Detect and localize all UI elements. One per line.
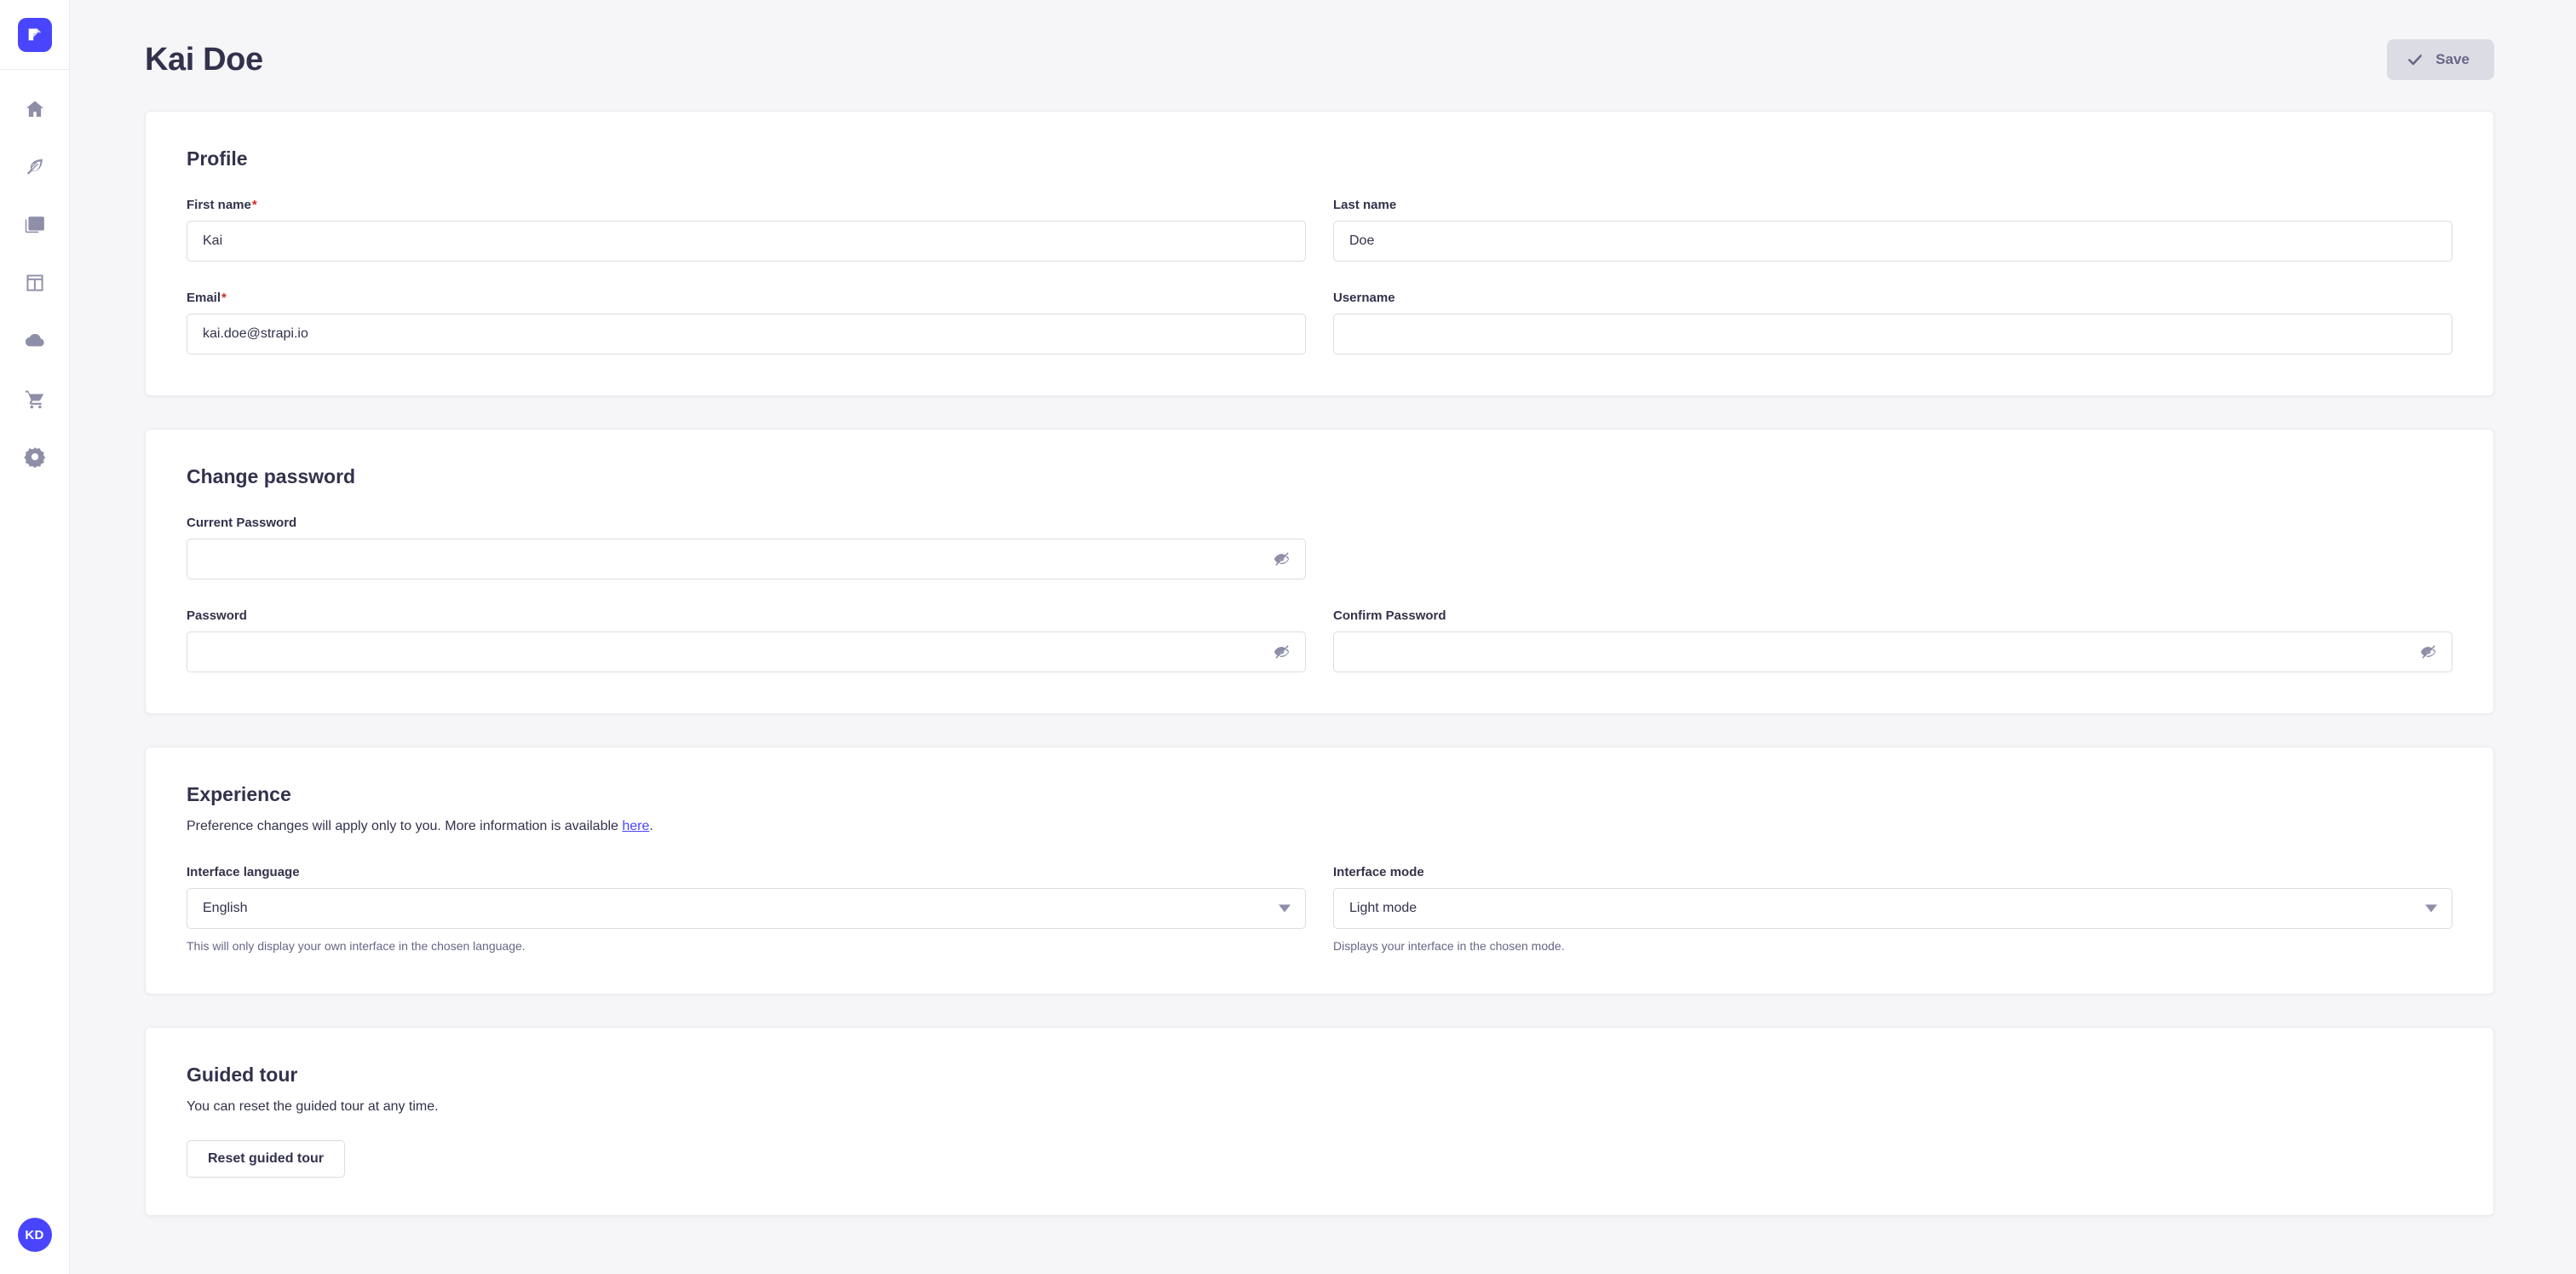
interface-language-select[interactable]: English <box>187 888 1306 930</box>
strapi-logo-glyph <box>28 28 41 40</box>
logo-container[interactable] <box>0 0 70 70</box>
first-name-field: First name* <box>187 198 1306 262</box>
password-field: Password <box>187 608 1306 672</box>
sidebar-item-content-type-builder[interactable] <box>14 262 55 303</box>
guided-tour-section-title: Guided tour <box>187 1064 298 1087</box>
sidebar-nav <box>0 89 69 477</box>
current-password-field: Current Password <box>187 516 1306 579</box>
interface-mode-select[interactable]: Light mode <box>1333 888 2452 930</box>
confirm-password-input-wrap <box>1333 631 2452 672</box>
interface-mode-select-wrap: Light mode <box>1333 888 2452 930</box>
experience-description-before: Preference changes will apply only to yo… <box>187 819 623 833</box>
shopping-cart-icon <box>25 390 43 409</box>
current-password-spacer <box>1333 516 2452 579</box>
avatar-container: KD <box>17 1196 52 1274</box>
confirm-password-visibility-toggle[interactable] <box>2417 640 2441 664</box>
change-password-card: Change password Current Password <box>145 429 2494 714</box>
confirm-password-label: Confirm Password <box>1333 608 1446 623</box>
current-password-input-wrap <box>187 539 1306 579</box>
username-label: Username <box>1333 291 1395 305</box>
interface-language-label: Interface language <box>187 865 300 880</box>
interface-mode-hint: Displays your interface in the chosen mo… <box>1333 939 1565 954</box>
interface-mode-field: Interface mode Light mode Displays your … <box>1333 865 2452 953</box>
feather-icon <box>26 159 43 175</box>
current-password-visibility-toggle[interactable] <box>1270 547 1294 571</box>
experience-card: Experience Preference changes will apply… <box>145 747 2494 995</box>
required-asterisk: * <box>251 198 257 212</box>
experience-description-after: . <box>649 819 653 833</box>
save-button-label: Save <box>2435 51 2470 67</box>
sidebar-item-content-manager[interactable] <box>14 147 55 187</box>
current-password-label: Current Password <box>187 516 297 530</box>
first-name-label: First name* <box>187 198 1306 212</box>
experience-more-info-link[interactable]: here <box>622 819 650 833</box>
gear-icon <box>23 447 45 468</box>
content-area: Profile First name* Last name <box>70 111 2576 1217</box>
strapi-logo <box>17 17 52 52</box>
avatar[interactable]: KD <box>17 1218 52 1252</box>
save-button[interactable]: Save <box>2387 39 2494 80</box>
first-name-label-text: First name <box>187 198 251 212</box>
first-name-input[interactable] <box>187 221 1306 262</box>
check-icon <box>2408 55 2423 66</box>
new-password-row: Password Confirm Passwo <box>187 608 2452 672</box>
profile-section-title: Profile <box>187 147 248 170</box>
guided-tour-description: You can reset the guided tour at any tim… <box>187 1099 439 1115</box>
email-label-text: Email <box>187 291 221 305</box>
home-icon <box>26 101 43 117</box>
email-label: Email* <box>187 291 1306 305</box>
current-password-row: Current Password <box>187 516 2452 579</box>
page-header: Kai Doe Save <box>70 0 2576 111</box>
sidebar-item-media-library[interactable] <box>14 205 55 245</box>
password-input-wrap <box>187 631 1306 672</box>
interface-language-select-wrap: English <box>187 888 1306 930</box>
guided-tour-card: Guided tour You can reset the guided tou… <box>145 1027 2494 1217</box>
page-title: Kai Doe <box>145 41 263 78</box>
main-content: Kai Doe Save Profile First name* <box>70 0 2576 1274</box>
eye-off-icon <box>1274 645 1290 659</box>
layout-icon <box>26 274 43 291</box>
confirm-password-field: Confirm Password <box>1333 608 2452 672</box>
profile-row-names: First name* Last name <box>187 198 2452 262</box>
interface-mode-label: Interface mode <box>1333 865 1424 880</box>
sidebar-item-marketplace[interactable] <box>14 378 55 419</box>
eye-off-icon <box>2420 645 2436 659</box>
username-input[interactable] <box>1333 314 2452 355</box>
last-name-input[interactable] <box>1333 221 2452 262</box>
username-field: Username <box>1333 291 2452 355</box>
current-password-input[interactable] <box>187 539 1306 579</box>
password-visibility-toggle[interactable] <box>1270 640 1294 664</box>
email-input[interactable] <box>187 314 1306 355</box>
images-icon <box>25 216 44 233</box>
confirm-password-input[interactable] <box>1333 631 2452 672</box>
email-field: Email* <box>187 291 1306 355</box>
reset-guided-tour-button[interactable]: Reset guided tour <box>187 1140 346 1179</box>
password-input[interactable] <box>187 631 1306 672</box>
experience-row: Interface language English This will onl… <box>187 865 2452 953</box>
experience-section-title: Experience <box>187 783 291 805</box>
sidebar-item-settings[interactable] <box>14 436 55 477</box>
experience-description: Preference changes will apply only to yo… <box>187 816 2452 836</box>
change-password-section-title: Change password <box>187 465 356 487</box>
password-label: Password <box>187 608 247 623</box>
cloud-icon <box>25 333 44 347</box>
sidebar-item-cloud[interactable] <box>14 320 55 361</box>
interface-language-field: Interface language English This will onl… <box>187 865 1306 953</box>
last-name-label: Last name <box>1333 198 1397 212</box>
sidebar: KD <box>0 0 70 1274</box>
eye-off-icon <box>1274 552 1290 566</box>
sidebar-item-home[interactable] <box>14 89 55 130</box>
profile-row-account: Email* Username <box>187 291 2452 355</box>
interface-language-hint: This will only display your own interfac… <box>187 939 526 954</box>
profile-card: Profile First name* Last name <box>145 111 2494 396</box>
required-asterisk: * <box>221 291 227 305</box>
last-name-field: Last name <box>1333 198 2452 262</box>
